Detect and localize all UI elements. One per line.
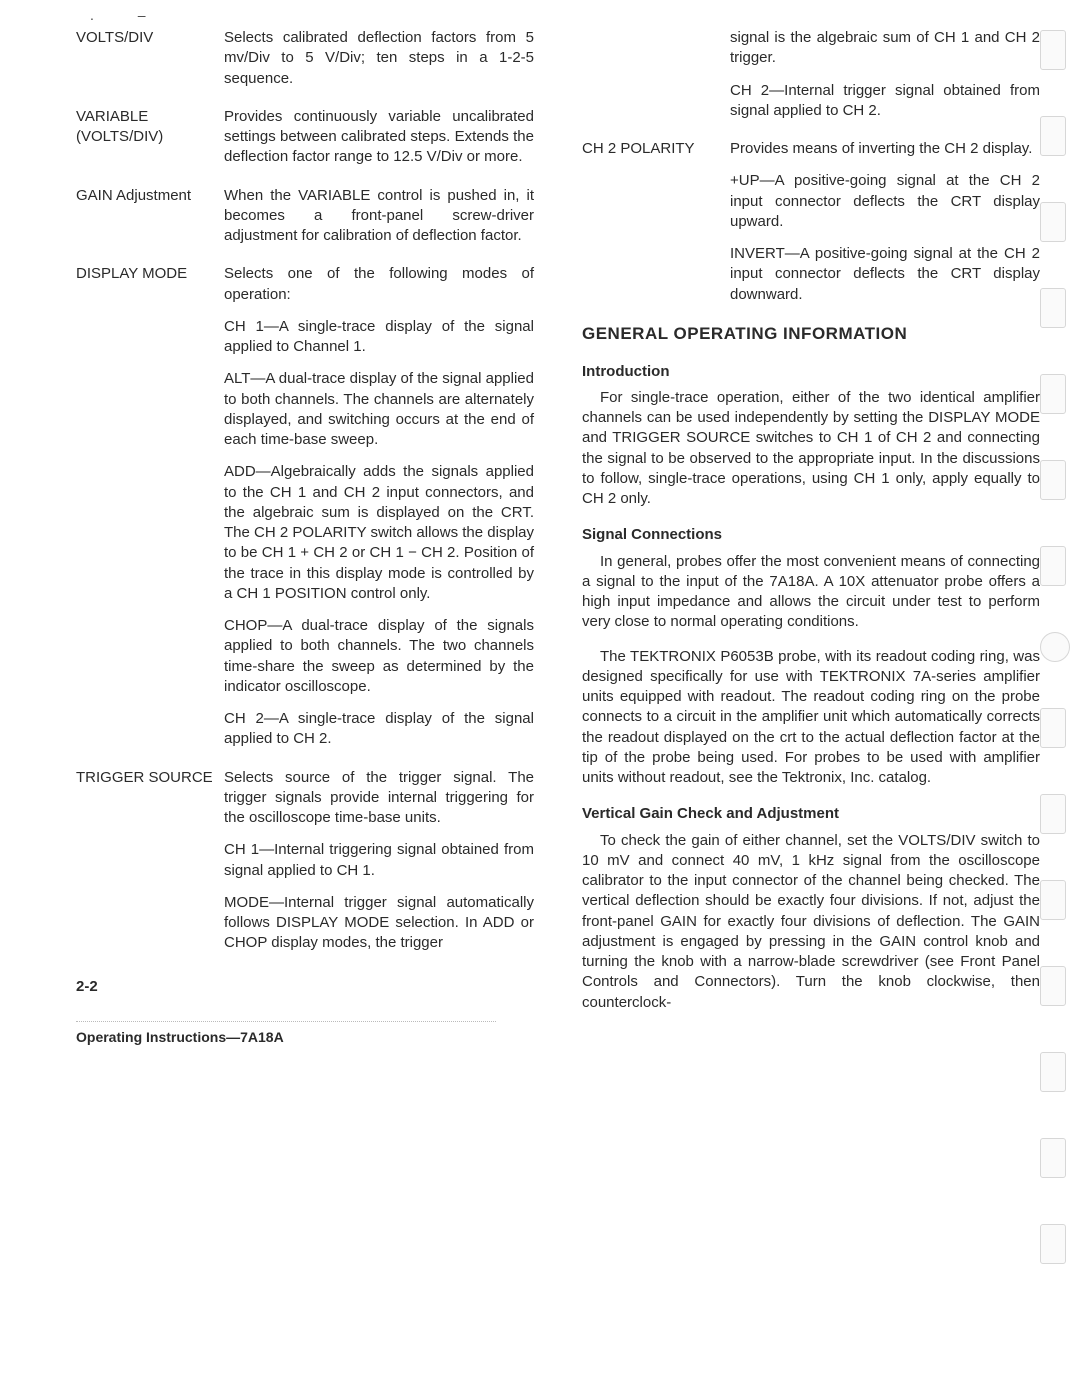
para: Provides means of inverting the CH 2 dis…: [730, 139, 1040, 159]
para: CH 1—Internal triggering signal obtained…: [224, 840, 534, 881]
punch-hole-icon: [1040, 116, 1066, 156]
signal-para1: In general, probes offer the most conven…: [582, 552, 1040, 633]
top-marks: . –: [90, 6, 166, 25]
punch-hole-icon: [1040, 880, 1066, 920]
page-number: 2-2: [76, 977, 98, 997]
def-ch2-polarity: CH 2 POLARITY Provides means of invertin…: [582, 139, 1040, 305]
def-variable: VARIABLE (VOLTS/DIV) Provides continuous…: [76, 107, 534, 168]
punch-hole-icon: [1040, 708, 1066, 748]
para: Selects calibrated deflection factors fr…: [224, 28, 534, 89]
body: Provides continuously variable uncalibra…: [224, 107, 534, 168]
def-volts-div: VOLTS/DIV Selects calibrated deflection …: [76, 28, 534, 89]
punch-hole-icon: [1040, 460, 1066, 500]
para: Provides continuously variable uncalibra…: [224, 107, 534, 168]
punch-hole-circle-icon: [1040, 632, 1070, 662]
para: ADD—Algebraically adds the signals appli…: [224, 462, 534, 604]
section-title: GENERAL OPERATING INFORMATION: [582, 323, 1040, 346]
gain-para: To check the gain of either channel, set…: [582, 831, 1040, 1013]
para: CHOP—A dual-trace display of the signals…: [224, 616, 534, 697]
para: MODE—Internal trigger signal automatical…: [224, 893, 534, 954]
punch-hole-icon: [1040, 1224, 1066, 1264]
def-trigger-source: TRIGGER SOURCE Selects source of the tri…: [76, 768, 534, 954]
punch-hole-icon: [1040, 374, 1066, 414]
term: CH 2 POLARITY: [582, 139, 730, 305]
intro-para: For single-trace operation, either of th…: [582, 388, 1040, 510]
term: TRIGGER SOURCE: [76, 768, 224, 954]
punch-hole-icon: [1040, 1138, 1066, 1178]
punch-hole-icon: [1040, 546, 1066, 586]
def-continuation: signal is the algebraic sum of CH 1 and …: [582, 28, 1040, 121]
para: When the VARIABLE control is pushed in, …: [224, 186, 534, 247]
para: CH 2—Internal trigger signal obtained fr…: [730, 81, 1040, 122]
para: ALT—A dual-trace display of the signal a…: [224, 369, 534, 450]
punch-hole-icon: [1040, 966, 1066, 1006]
para: Selects one of the following modes of op…: [224, 264, 534, 305]
body: signal is the algebraic sum of CH 1 and …: [730, 28, 1040, 121]
def-gain: GAIN Adjustment When the VARIABLE contro…: [76, 186, 534, 247]
left-column: VOLTS/DIV Selects calibrated deflection …: [76, 28, 534, 1027]
para: CH 1—A single-trace display of the signa…: [224, 317, 534, 358]
right-column: signal is the algebraic sum of CH 1 and …: [582, 28, 1040, 1027]
body: Selects one of the following modes of op…: [224, 264, 534, 749]
body: Selects calibrated deflection factors fr…: [224, 28, 534, 89]
term: DISPLAY MODE: [76, 264, 224, 749]
def-display-mode: DISPLAY MODE Selects one of the followin…: [76, 264, 534, 749]
para: INVERT—A positive-going signal at the CH…: [730, 244, 1040, 305]
punch-holes: [1040, 30, 1072, 1264]
footer: Operating Instructions—7A18A: [76, 1021, 496, 1047]
signal-heading: Signal Connections: [582, 525, 1040, 545]
term: GAIN Adjustment: [76, 186, 224, 247]
term-empty: [582, 28, 730, 121]
gain-heading: Vertical Gain Check and Adjustment: [582, 804, 1040, 824]
punch-hole-icon: [1040, 288, 1066, 328]
punch-hole-icon: [1040, 794, 1066, 834]
term: VOLTS/DIV: [76, 28, 224, 89]
punch-hole-icon: [1040, 1052, 1066, 1092]
para: Selects source of the trigger signal. Th…: [224, 768, 534, 829]
punch-hole-icon: [1040, 202, 1066, 242]
punch-hole-icon: [1040, 30, 1066, 70]
intro-heading: Introduction: [582, 362, 1040, 382]
para: +UP—A positive-going signal at the CH 2 …: [730, 171, 1040, 232]
term: VARIABLE (VOLTS/DIV): [76, 107, 224, 168]
body: When the VARIABLE control is pushed in, …: [224, 186, 534, 247]
para: signal is the algebraic sum of CH 1 and …: [730, 28, 1040, 69]
body: Provides means of inverting the CH 2 dis…: [730, 139, 1040, 305]
body: Selects source of the trigger signal. Th…: [224, 768, 534, 954]
signal-para2: The TEKTRONIX P6053B probe, with its rea…: [582, 647, 1040, 789]
para: CH 2—A single-trace display of the signa…: [224, 709, 534, 750]
two-column-layout: VOLTS/DIV Selects calibrated deflection …: [76, 28, 1040, 1027]
